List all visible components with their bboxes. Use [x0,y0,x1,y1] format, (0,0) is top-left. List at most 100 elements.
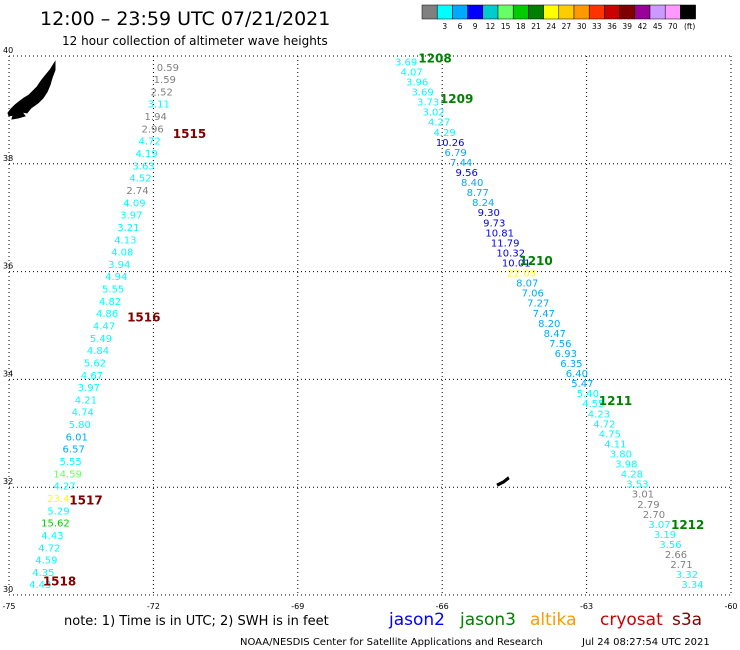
timestamp: Jul 24 08:27:54 UTC 2021 [581,637,710,648]
y-tick-label: 30 [3,585,13,594]
color-swatch [467,4,484,20]
x-tick-label: -75 [2,602,15,611]
color-scale-label: 24 [546,22,556,31]
wave-height-value: 10.81 [485,228,514,239]
pass-time-label: 1517 [69,494,102,508]
wave-height-value: 4.74 [72,408,94,419]
wave-height-value: 7.44 [450,158,472,169]
wave-height-value: 3.73 [417,98,439,109]
wave-height-value: 4.55 [582,399,604,410]
wave-height-value: 0.59 [157,63,179,74]
color-swatch [452,4,468,20]
wave-height-value: 4.35 [32,568,54,579]
wave-height-value: 6.01 [66,432,88,443]
wave-height-value: 5.49 [90,334,112,345]
wave-height-value: 3.97 [78,383,100,394]
wave-height-value: 15.62 [41,519,70,530]
pass-time-label: 1515 [173,127,206,141]
wave-height-value: 4.43 [41,531,63,542]
color-scale-label: 36 [607,22,617,31]
wave-height-value: 2.66 [665,550,687,561]
wave-height-value: 3.32 [676,570,698,581]
color-swatch [664,4,681,20]
y-tick-label: 32 [3,477,13,486]
wave-height-value: 7.06 [522,289,544,300]
color-swatch [680,4,696,20]
wave-height-value: 3.02 [423,108,445,119]
wave-height-value: 2.96 [142,124,164,135]
wave-height-value: 7.56 [549,339,571,350]
wave-height-value: 8.07 [516,279,538,290]
wave-height-value: 4.07 [400,67,422,78]
footnote: note: 1) Time is in UTC; 2) SWH is in fe… [64,614,329,629]
wave-height-value: 8.20 [538,319,560,330]
wave-height-value: 5.80 [69,420,91,431]
wave-height-value: 7.27 [527,299,549,310]
wave-height-value: 11.79 [491,238,520,249]
wave-height-value: 9.56 [456,168,478,179]
wave-height-value: 4.84 [87,346,109,357]
wave-height-value: 3.56 [659,540,681,551]
wave-height-value: 6.79 [445,148,467,159]
color-swatch [634,4,651,20]
wave-height-value: 9.73 [483,218,505,229]
color-swatch [543,4,560,20]
x-tick-label: -72 [147,602,160,611]
wave-height-value: 10.26 [436,138,465,149]
x-tick-label: -60 [724,602,737,611]
wave-height-value: 3.34 [681,580,703,591]
island-shape [496,476,510,487]
color-scale-label: 33 [592,22,602,31]
wave-height-value: 4.29 [434,128,456,139]
color-scale-label: 27 [562,22,572,31]
wave-height-value: 4.23 [588,409,610,420]
color-swatch [573,4,590,20]
wave-height-value: 3.21 [117,223,139,234]
wave-height-value: 3.80 [610,450,632,461]
wave-height-value: 4.21 [75,395,97,406]
legend-altika: altika [530,610,577,630]
wave-height-value: 10.01 [502,258,531,269]
wave-height-value: 4.27 [53,482,75,493]
wave-height-value: 8.47 [544,329,566,340]
map-grid [8,55,732,596]
wave-height-value: 4.94 [105,272,127,283]
pass-time-label: 1211 [599,394,632,408]
wave-height-value: 6.57 [63,445,85,456]
wave-height-value: 3.94 [108,260,130,271]
color-scale-label: 3 [442,22,447,31]
color-swatch [558,4,575,20]
pass-time-label: 1212 [671,518,704,532]
wave-height-value: 4.08 [111,248,133,259]
color-scale-label: 30 [577,22,587,31]
wave-height-value: 2.74 [126,186,148,197]
wave-height-value: 2.71 [670,560,692,571]
color-swatch [512,4,529,20]
wave-height-value: 3.11 [148,100,170,111]
color-scale-label: 42 [638,22,648,31]
y-tick-label: 38 [3,154,13,163]
wave-height-value: 5.47 [571,379,593,390]
axis-tick-labels: -75 -72 -69 -66 -63 -60 40 38 36 34 32 30 [2,46,737,611]
wave-height-value: 4.52 [129,174,151,185]
wave-height-value: 4.28 [621,470,643,481]
wave-height-value: 3.53 [626,480,648,491]
wave-height-value: 5.40 [577,389,599,400]
wave-height-value: 3.69 [395,57,417,68]
wave-height-value: 3.63 [132,161,154,172]
wave-height-value: 4.82 [99,297,121,308]
wave-height-value: 4.27 [428,118,450,129]
credit-line: NOAA/NESDIS Center for Satellite Applica… [240,637,543,648]
wave-height-value: 14.59 [53,469,82,480]
wave-height-value: 2.52 [151,87,173,98]
wave-height-value: 6.35 [560,359,582,370]
coastline [7,60,510,487]
coastline-shape [7,60,56,120]
wave-height-value: 2.79 [637,500,659,511]
color-swatch [421,4,438,20]
color-swatch [528,4,544,20]
color-scale-legend: 3 6 9 12 15 18 21 24 27 30 33 36 39 42 45 70 (ft) [421,4,696,31]
y-tick-label: 40 [3,46,13,55]
color-swatch [482,4,499,20]
